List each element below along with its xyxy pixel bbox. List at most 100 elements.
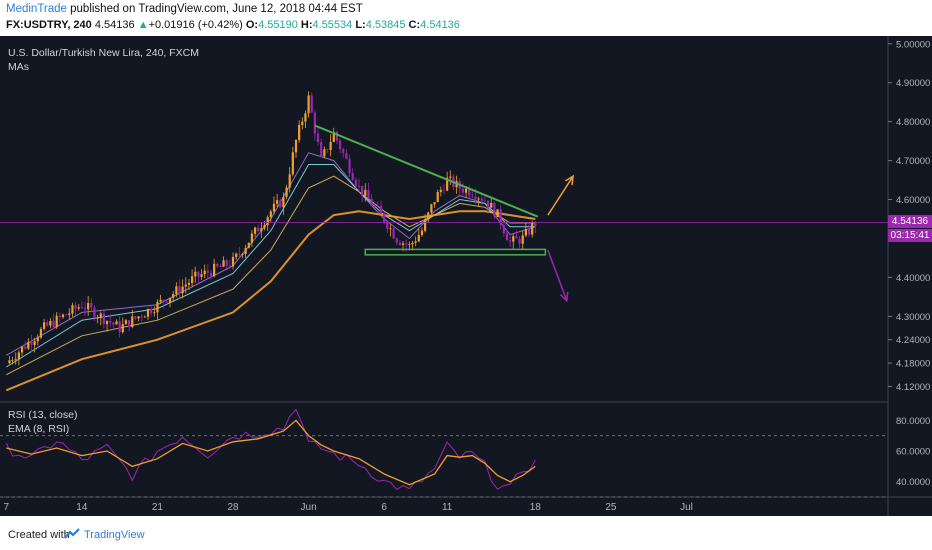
candle: [301, 117, 304, 130]
author-link[interactable]: MedinTrade: [6, 3, 67, 15]
candle: [175, 282, 178, 298]
candle: [115, 319, 118, 325]
candle: [181, 279, 184, 299]
candle: [509, 234, 512, 248]
candle: [231, 252, 235, 270]
candle: [458, 178, 461, 196]
legend-title: U.S. Dollar/Turkish New Lira, 240, FXCM: [8, 47, 199, 59]
candle: [124, 318, 128, 325]
candle: [282, 192, 285, 215]
candle: [531, 220, 534, 238]
candle: [323, 146, 326, 159]
candle: [442, 183, 446, 194]
candle: [153, 306, 156, 317]
annotations: [0, 124, 888, 303]
candle: [364, 183, 367, 202]
candle: [260, 222, 263, 238]
candle: [527, 223, 531, 237]
close-value: 4.54136: [420, 19, 460, 31]
created-with-label: Created with: [8, 529, 70, 541]
axis-labels: 5.000004.900004.800004.700004.600004.500…: [4, 39, 931, 513]
tradingview-brand-link[interactable]: TradingView: [84, 529, 145, 541]
candle: [241, 252, 244, 259]
candle: [433, 202, 436, 208]
candle: [257, 224, 260, 232]
candle: [493, 201, 496, 220]
resistance-trendline: [314, 124, 539, 218]
rsi-ema-line: [6, 419, 536, 486]
price-tick-label: 4.24000: [896, 335, 930, 346]
time-tick-label: 28: [227, 502, 239, 513]
candle: [112, 321, 115, 331]
time-tick-label: 14: [76, 502, 88, 513]
candle: [370, 193, 373, 207]
candle: [238, 246, 241, 259]
candle: [137, 315, 140, 322]
candle: [335, 130, 339, 145]
legend-rsi: RSI (13, close): [8, 409, 78, 421]
candle: [20, 346, 24, 357]
candle: [518, 235, 521, 248]
candle: [357, 178, 361, 193]
published-text: published on TradingView.com, June 12, 2…: [66, 3, 363, 15]
candle: [203, 264, 206, 279]
candle: [298, 120, 301, 143]
candle: [90, 298, 93, 312]
candle: [534, 220, 537, 234]
candle: [367, 182, 370, 199]
candle: [502, 223, 505, 237]
candle: [235, 252, 238, 260]
candle: [159, 294, 162, 304]
candle: [46, 319, 49, 327]
price-tick-label: 4.30000: [896, 312, 930, 323]
countdown-tag: 03:15:41: [888, 229, 932, 243]
candle: [329, 134, 332, 157]
open-value: 4.55190: [258, 19, 298, 31]
candle: [55, 312, 58, 329]
support-zone: [364, 248, 547, 256]
price-tick-label: 4.70000: [896, 156, 930, 167]
candle: [121, 317, 124, 334]
candle: [348, 154, 351, 177]
candle: [276, 193, 279, 207]
candle: [109, 314, 112, 328]
time-tick-label: 11: [442, 502, 453, 513]
candle: [468, 185, 471, 199]
symbol-label: FX:USDTRY, 240: [6, 19, 92, 31]
candle: [389, 224, 392, 237]
high-label: H:: [300, 19, 313, 31]
close-label: C:: [408, 19, 421, 31]
candle: [11, 356, 14, 365]
candle: [68, 308, 71, 321]
moving-averages: [5, 152, 536, 392]
candle: [291, 146, 294, 177]
candle: [427, 211, 430, 224]
main-legend: U.S. Dollar/Turkish New Lira, 240, FXCM …: [8, 46, 199, 74]
candle: [351, 168, 354, 181]
price-tick-label: 4.18000: [896, 359, 930, 370]
current-price-tag: 4.54136: [888, 215, 932, 229]
candle: [14, 352, 17, 365]
candle: [512, 233, 515, 249]
chart-canvas[interactable]: 5.000004.900004.800004.700004.600004.500…: [0, 36, 932, 516]
candle: [118, 315, 121, 338]
chart-area[interactable]: 5.000004.900004.800004.700004.600004.500…: [0, 36, 932, 516]
candle: [307, 91, 310, 118]
candle: [27, 338, 30, 351]
price-tick-label: 4.90000: [896, 78, 930, 89]
candle: [131, 309, 134, 329]
candle: [30, 334, 33, 353]
candle: [156, 299, 159, 320]
candle: [279, 198, 282, 209]
candle: [272, 196, 276, 215]
time-tick-label: 7: [4, 502, 10, 513]
high-value: 4.55534: [312, 19, 353, 31]
candle: [253, 226, 257, 237]
footer: Created with TradingView: [0, 516, 932, 550]
candle: [398, 240, 402, 246]
candle: [140, 314, 143, 324]
candle: [446, 171, 449, 192]
candle: [417, 228, 420, 243]
candle: [99, 311, 102, 326]
candle: [420, 227, 424, 237]
